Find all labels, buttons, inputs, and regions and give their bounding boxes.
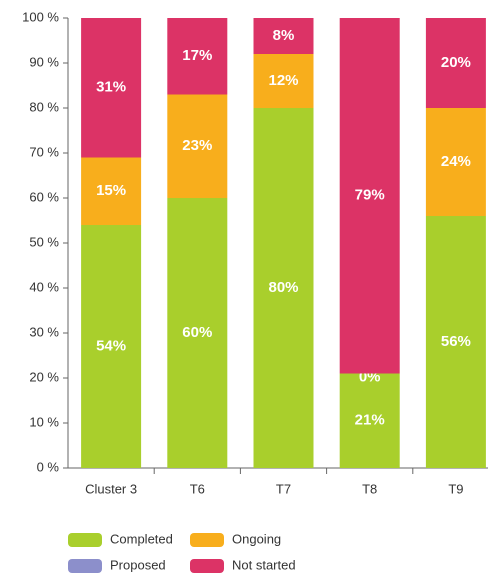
x-tick-label: T6	[190, 481, 205, 496]
value-label: 80%	[268, 279, 298, 296]
bar-segment	[81, 18, 142, 158]
x-tick-label: Cluster 3	[85, 481, 137, 496]
x-tick-label: T9	[448, 481, 463, 496]
legend-label: Completed	[110, 531, 173, 546]
legend-swatch	[68, 533, 102, 547]
value-label: 24%	[441, 153, 471, 170]
bar-segment	[339, 18, 400, 374]
legend-label: Not started	[232, 557, 296, 572]
y-tick-label: 90 %	[29, 54, 59, 69]
y-tick-label: 0 %	[37, 459, 60, 474]
x-tick-label: T7	[276, 481, 291, 496]
bar-segment	[425, 108, 486, 216]
value-label: 23%	[182, 137, 212, 154]
y-tick-label: 100 %	[22, 9, 59, 24]
value-label: 12%	[268, 72, 298, 89]
value-label: 60%	[182, 324, 212, 341]
bar-segment	[425, 216, 486, 468]
y-tick-label: 10 %	[29, 414, 59, 429]
y-tick-label: 20 %	[29, 369, 59, 384]
y-tick-label: 70 %	[29, 144, 59, 159]
bar-segment	[81, 225, 142, 468]
bar-segment	[253, 18, 314, 54]
bar-segment	[167, 198, 228, 468]
y-tick-label: 30 %	[29, 324, 59, 339]
bar-segment	[253, 108, 314, 468]
legend-label: Proposed	[110, 557, 166, 572]
bar-segment	[167, 94, 228, 198]
bar-segment	[425, 18, 486, 108]
value-label: 31%	[96, 79, 126, 96]
legend-swatch	[190, 559, 224, 573]
value-label: 21%	[355, 412, 385, 429]
value-label: 20%	[441, 54, 471, 71]
value-label: 17%	[182, 47, 212, 64]
value-label: 15%	[96, 182, 126, 199]
bar-segment	[81, 157, 142, 225]
x-tick-label: T8	[362, 481, 377, 496]
bar-segment	[339, 373, 400, 468]
bar-segment	[167, 18, 228, 95]
value-label: 8%	[273, 27, 295, 44]
y-tick-label: 60 %	[29, 189, 59, 204]
legend-swatch	[68, 559, 102, 573]
value-label: 79%	[355, 187, 385, 204]
value-label: 54%	[96, 337, 126, 354]
value-label: 56%	[441, 333, 471, 350]
legend-swatch	[190, 533, 224, 547]
y-tick-label: 80 %	[29, 99, 59, 114]
bar-segment	[253, 54, 314, 108]
y-tick-label: 40 %	[29, 279, 59, 294]
legend-label: Ongoing	[232, 531, 281, 546]
y-tick-label: 50 %	[29, 234, 59, 249]
